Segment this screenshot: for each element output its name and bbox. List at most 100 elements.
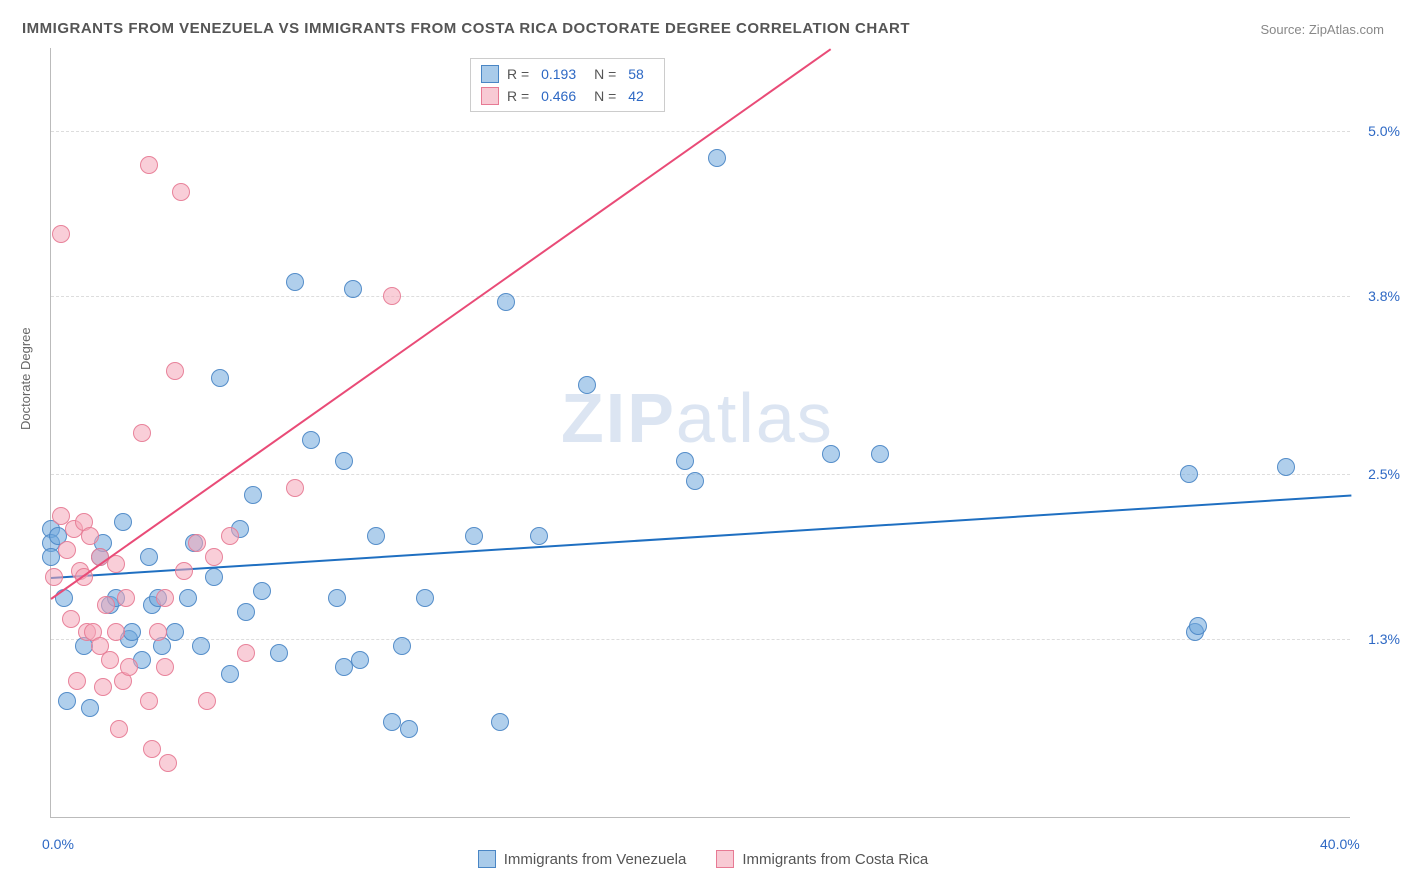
y-tick-label: 2.5% bbox=[1355, 466, 1400, 482]
data-point-costa_rica bbox=[175, 562, 193, 580]
data-point-venezuela bbox=[244, 486, 262, 504]
data-point-costa_rica bbox=[237, 644, 255, 662]
data-point-costa_rica bbox=[140, 692, 158, 710]
n-label: N = bbox=[594, 88, 620, 104]
data-point-costa_rica bbox=[205, 548, 223, 566]
data-point-costa_rica bbox=[198, 692, 216, 710]
watermark-light: atlas bbox=[676, 379, 834, 457]
data-point-venezuela bbox=[123, 623, 141, 641]
data-point-venezuela bbox=[871, 445, 889, 463]
data-point-costa_rica bbox=[117, 589, 135, 607]
data-point-venezuela bbox=[192, 637, 210, 655]
data-point-costa_rica bbox=[97, 596, 115, 614]
data-point-venezuela bbox=[676, 452, 694, 470]
data-point-costa_rica bbox=[221, 527, 239, 545]
data-point-venezuela bbox=[708, 149, 726, 167]
data-point-venezuela bbox=[491, 713, 509, 731]
y-tick-label: 1.3% bbox=[1355, 631, 1400, 647]
data-point-costa_rica bbox=[58, 541, 76, 559]
stats-row-venezuela: R = 0.193 N = 58 bbox=[481, 63, 654, 85]
data-point-costa_rica bbox=[120, 658, 138, 676]
swatch-costa_rica bbox=[481, 87, 499, 105]
data-point-costa_rica bbox=[110, 720, 128, 738]
data-point-costa_rica bbox=[81, 527, 99, 545]
data-point-venezuela bbox=[302, 431, 320, 449]
data-point-costa_rica bbox=[156, 658, 174, 676]
data-point-costa_rica bbox=[156, 589, 174, 607]
data-point-costa_rica bbox=[62, 610, 80, 628]
data-point-costa_rica bbox=[140, 156, 158, 174]
data-point-costa_rica bbox=[286, 479, 304, 497]
r-label: R = bbox=[507, 88, 533, 104]
data-point-costa_rica bbox=[143, 740, 161, 758]
data-point-venezuela bbox=[166, 623, 184, 641]
data-point-venezuela bbox=[114, 513, 132, 531]
data-point-venezuela bbox=[237, 603, 255, 621]
data-point-venezuela bbox=[393, 637, 411, 655]
data-point-venezuela bbox=[221, 665, 239, 683]
watermark-bold: ZIP bbox=[561, 379, 676, 457]
data-point-venezuela bbox=[578, 376, 596, 394]
data-point-venezuela bbox=[179, 589, 197, 607]
data-point-venezuela bbox=[344, 280, 362, 298]
data-point-costa_rica bbox=[383, 287, 401, 305]
data-point-venezuela bbox=[400, 720, 418, 738]
data-point-venezuela bbox=[822, 445, 840, 463]
data-point-costa_rica bbox=[94, 678, 112, 696]
plot-area: ZIPatlas 1.3%2.5%3.8%5.0% bbox=[50, 48, 1350, 818]
swatch-venezuela bbox=[481, 65, 499, 83]
data-point-costa_rica bbox=[133, 424, 151, 442]
data-point-venezuela bbox=[140, 548, 158, 566]
data-point-venezuela bbox=[686, 472, 704, 490]
r-value-venezuela: 0.193 bbox=[541, 66, 576, 82]
gridline bbox=[51, 296, 1350, 297]
x-tick-label: 40.0% bbox=[1320, 836, 1360, 852]
trend-line-venezuela bbox=[51, 495, 1351, 579]
stats-box: R = 0.193 N = 58 R = 0.466 N = 42 bbox=[470, 58, 665, 112]
gridline bbox=[51, 639, 1350, 640]
data-point-costa_rica bbox=[188, 534, 206, 552]
data-point-venezuela bbox=[1189, 617, 1207, 635]
data-point-costa_rica bbox=[52, 225, 70, 243]
y-tick-label: 3.8% bbox=[1355, 288, 1400, 304]
data-point-venezuela bbox=[81, 699, 99, 717]
legend-bottom: Immigrants from Venezuela Immigrants from… bbox=[0, 850, 1406, 868]
data-point-venezuela bbox=[465, 527, 483, 545]
data-point-venezuela bbox=[1277, 458, 1295, 476]
data-point-venezuela bbox=[367, 527, 385, 545]
data-point-venezuela bbox=[211, 369, 229, 387]
data-point-costa_rica bbox=[149, 623, 167, 641]
y-tick-label: 5.0% bbox=[1355, 123, 1400, 139]
legend-item-venezuela: Immigrants from Venezuela bbox=[478, 850, 687, 868]
data-point-venezuela bbox=[270, 644, 288, 662]
data-point-venezuela bbox=[205, 568, 223, 586]
data-point-venezuela bbox=[351, 651, 369, 669]
data-point-costa_rica bbox=[172, 183, 190, 201]
legend-label-costa_rica: Immigrants from Costa Rica bbox=[742, 851, 928, 868]
data-point-venezuela bbox=[58, 692, 76, 710]
stats-row-costa_rica: R = 0.466 N = 42 bbox=[481, 85, 654, 107]
data-point-venezuela bbox=[286, 273, 304, 291]
r-value-costa_rica: 0.466 bbox=[541, 88, 576, 104]
source-label: Source: ZipAtlas.com bbox=[1260, 22, 1384, 37]
data-point-venezuela bbox=[497, 293, 515, 311]
chart-title: IMMIGRANTS FROM VENEZUELA VS IMMIGRANTS … bbox=[22, 20, 910, 37]
n-value-venezuela: 58 bbox=[628, 66, 644, 82]
legend-label-venezuela: Immigrants from Venezuela bbox=[504, 851, 687, 868]
legend-swatch-venezuela bbox=[478, 850, 496, 868]
data-point-costa_rica bbox=[107, 623, 125, 641]
data-point-venezuela bbox=[253, 582, 271, 600]
data-point-venezuela bbox=[416, 589, 434, 607]
data-point-costa_rica bbox=[159, 754, 177, 772]
y-axis-label: Doctorate Degree bbox=[18, 327, 33, 430]
legend-swatch-costa_rica bbox=[716, 850, 734, 868]
data-point-costa_rica bbox=[101, 651, 119, 669]
x-tick-label: 0.0% bbox=[42, 836, 74, 852]
data-point-costa_rica bbox=[166, 362, 184, 380]
gridline bbox=[51, 131, 1350, 132]
n-label: N = bbox=[594, 66, 620, 82]
watermark: ZIPatlas bbox=[561, 378, 834, 458]
r-label: R = bbox=[507, 66, 533, 82]
data-point-venezuela bbox=[328, 589, 346, 607]
n-value-costa_rica: 42 bbox=[628, 88, 644, 104]
